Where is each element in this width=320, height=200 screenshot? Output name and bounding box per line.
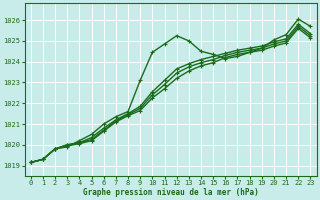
X-axis label: Graphe pression niveau de la mer (hPa): Graphe pression niveau de la mer (hPa) xyxy=(83,188,259,197)
